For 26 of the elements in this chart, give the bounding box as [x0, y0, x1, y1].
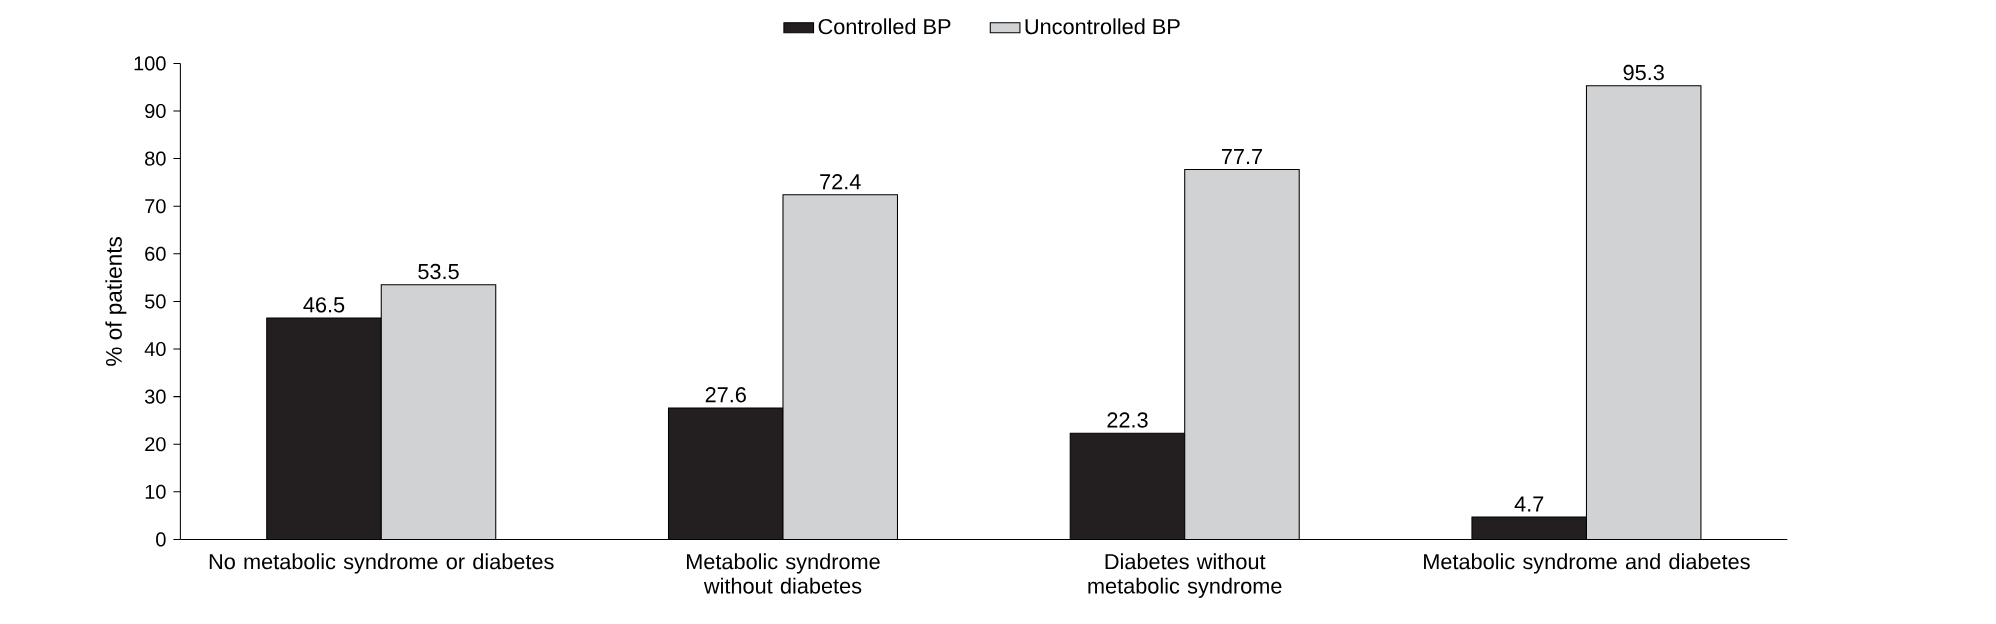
data-label: 72.4 — [820, 174, 861, 190]
y-tick-label: 40 — [144, 342, 166, 357]
legend-label: Uncontrolled BP — [1025, 18, 1180, 35]
data-label: 46.5 — [303, 297, 345, 313]
y-tick-label: 0 — [156, 532, 166, 547]
legend-label: Controlled BP — [818, 18, 951, 35]
y-tick-label: 20 — [145, 437, 166, 452]
x-tick-label: Metabolic syndrome without diabetes — [687, 553, 880, 594]
data-label: 22.3 — [1107, 412, 1148, 428]
data-label: 95.3 — [1623, 65, 1664, 81]
data-label: 27.6 — [705, 387, 746, 403]
data-label: 77.7 — [1221, 149, 1262, 165]
data-label: 4.7 — [1514, 496, 1544, 512]
y-tick-label: 80 — [145, 151, 166, 166]
y-tick-label: 100 — [134, 56, 166, 71]
y-tick-label: 10 — [145, 484, 166, 500]
x-tick-label: Metabolic syndrome and diabetes — [1424, 553, 1750, 574]
y-tick-label: 90 — [145, 104, 166, 119]
y-axis-title: % of patients — [105, 237, 127, 367]
y-tick-label: 70 — [145, 199, 166, 214]
x-tick-label: Diabetes without metabolic syndrome — [1088, 553, 1282, 599]
x-tick-label: No metabolic syndrome or diabetes — [209, 553, 554, 574]
y-tick-label: 30 — [144, 389, 166, 404]
y-tick-label: 50 — [145, 294, 166, 309]
y-tick-label: 60 — [145, 246, 166, 262]
data-label: 53.5 — [418, 264, 459, 280]
